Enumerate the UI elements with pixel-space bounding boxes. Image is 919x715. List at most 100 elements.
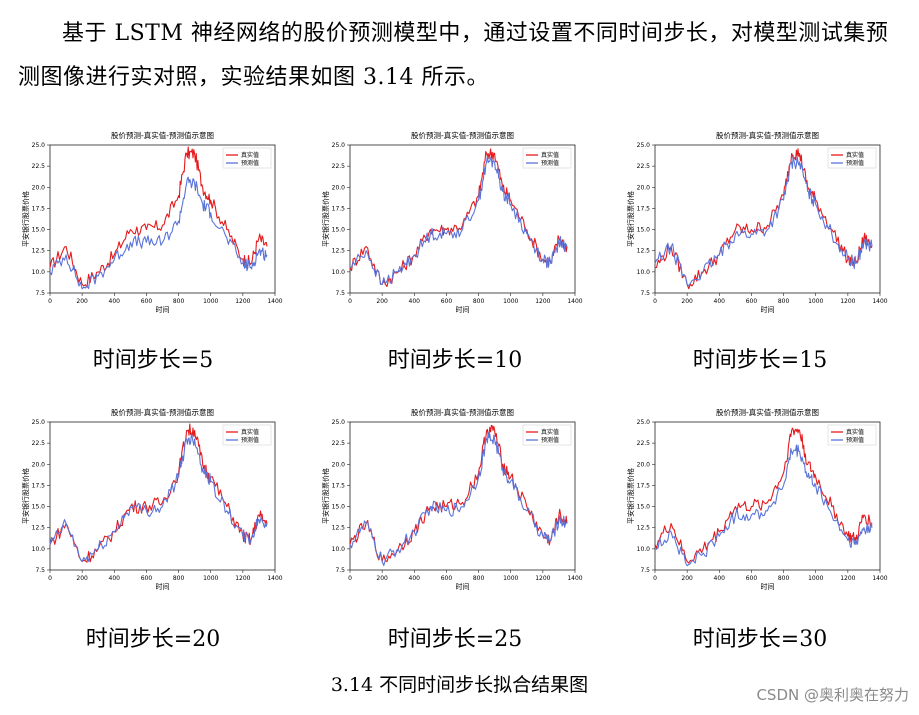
x-tick-label: 600 xyxy=(746,298,758,305)
y-tick-label: 15.0 xyxy=(32,227,46,234)
plot-frame xyxy=(349,421,576,571)
chart-step-15: 股价预测-真实值-预测值示意图 0 200 400 600 800 1000 1200 1400… xyxy=(625,125,895,325)
x-tick-label: 600 xyxy=(141,575,153,582)
y-axis-label: 平安银行股票价格 xyxy=(321,191,330,247)
y-tick-label: 15.0 xyxy=(332,504,346,511)
legend-label: 真实值 xyxy=(846,428,864,436)
y-tick-label: 12.5 xyxy=(637,248,651,255)
x-axis-label: 时间 xyxy=(761,582,775,591)
y-axis-label: 平安银行股票价格 xyxy=(321,468,330,524)
x-tick-label: 400 xyxy=(409,575,421,582)
x-tick-label: 1400 xyxy=(267,575,282,582)
y-axis-label: 平安银行股票价格 xyxy=(626,468,635,524)
x-tick-label: 1000 xyxy=(203,298,218,305)
y-tick-label: 10.0 xyxy=(32,269,46,276)
y-tick-label: 15.0 xyxy=(332,227,346,234)
y-tick-label: 20.0 xyxy=(32,461,46,468)
series-line-predicted xyxy=(49,176,268,290)
y-tick-label: 22.5 xyxy=(637,163,651,170)
x-tick-label: 400 xyxy=(714,298,726,305)
series-line-predicted xyxy=(349,431,568,567)
y-tick-label: 22.5 xyxy=(332,163,346,170)
y-axis-label: 平安银行股票价格 xyxy=(21,191,30,247)
x-tick-label: 0 xyxy=(653,298,657,305)
legend-label: 真实值 xyxy=(241,151,259,159)
plot-frame xyxy=(349,144,576,294)
y-tick-label: 20.0 xyxy=(332,461,346,468)
y-tick-label: 17.5 xyxy=(32,205,46,212)
x-tick-label: 0 xyxy=(348,575,352,582)
y-tick-label: 10.0 xyxy=(637,546,651,553)
plot-frame xyxy=(654,421,881,571)
series-line-predicted xyxy=(654,155,873,287)
y-tick-label: 12.5 xyxy=(32,248,46,255)
chart-step-25: 股价预测-真实值-预测值示意图 0 200 400 600 800 1000 1200 1400… xyxy=(320,402,590,602)
x-tick-label: 800 xyxy=(173,298,185,305)
x-tick-label: 200 xyxy=(76,575,88,582)
y-tick-label: 15.0 xyxy=(637,227,651,234)
y-tick-label: 7.5 xyxy=(35,290,45,297)
y-tick-label: 20.0 xyxy=(637,184,651,191)
y-tick-label: 17.5 xyxy=(637,482,651,489)
body-paragraph: 基于 LSTM 神经网络的股价预测模型中，通过设置不同时间步长，对模型测试集预测… xyxy=(18,12,908,100)
x-tick-label: 600 xyxy=(141,298,153,305)
x-tick-label: 400 xyxy=(714,575,726,582)
plot-frame xyxy=(49,144,276,294)
y-tick-label: 20.0 xyxy=(637,461,651,468)
y-tick-label: 17.5 xyxy=(332,205,346,212)
y-tick-label: 7.5 xyxy=(335,567,345,574)
series-line-real xyxy=(349,148,568,288)
chart-step-20: 股价预测-真实值-预测值示意图 0 200 400 600 800 1000 1200 1400… xyxy=(20,402,290,602)
series-line-predicted xyxy=(349,155,568,286)
plot-frame xyxy=(49,421,276,571)
legend-label: 预测值 xyxy=(241,436,259,444)
x-tick-label: 800 xyxy=(778,298,790,305)
y-tick-label: 17.5 xyxy=(32,482,46,489)
x-tick-label: 0 xyxy=(48,298,52,305)
x-tick-label: 200 xyxy=(681,298,693,305)
legend-label: 预测值 xyxy=(241,159,259,167)
x-tick-label: 1400 xyxy=(872,298,887,305)
x-tick-label: 600 xyxy=(441,575,453,582)
x-tick-label: 1400 xyxy=(567,298,582,305)
chart-title: 股价预测-真实值-预测值示意图 xyxy=(411,407,514,417)
x-tick-label: 1200 xyxy=(535,575,550,582)
x-tick-label: 1000 xyxy=(503,575,518,582)
y-tick-label: 10.0 xyxy=(32,546,46,553)
legend-label: 真实值 xyxy=(541,428,559,436)
x-tick-label: 1200 xyxy=(840,298,855,305)
chart-title: 股价预测-真实值-预测值示意图 xyxy=(111,130,214,140)
series-line-real xyxy=(654,427,873,564)
legend-label: 真实值 xyxy=(846,151,864,159)
chart-title: 股价预测-真实值-预测值示意图 xyxy=(716,130,819,140)
x-tick-label: 0 xyxy=(348,298,352,305)
y-axis-label: 平安银行股票价格 xyxy=(21,468,30,524)
y-tick-label: 25.0 xyxy=(637,419,651,426)
chart-title: 股价预测-真实值-预测值示意图 xyxy=(411,130,514,140)
series-line-real xyxy=(349,424,568,563)
chart-step-10: 股价预测-真实值-预测值示意图 0 200 400 600 800 1000 1200 1400… xyxy=(320,125,590,325)
y-tick-label: 22.5 xyxy=(32,440,46,447)
x-tick-label: 800 xyxy=(173,575,185,582)
x-axis-label: 时间 xyxy=(156,305,170,314)
series-line-predicted xyxy=(654,444,873,567)
legend-label: 预测值 xyxy=(846,436,864,444)
legend-label: 真实值 xyxy=(541,151,559,159)
legend-label: 预测值 xyxy=(541,436,559,444)
y-tick-label: 20.0 xyxy=(332,184,346,191)
x-tick-label: 200 xyxy=(376,298,388,305)
x-tick-label: 1400 xyxy=(267,298,282,305)
series-line-real xyxy=(654,148,873,290)
y-tick-label: 25.0 xyxy=(32,142,46,149)
x-tick-label: 0 xyxy=(653,575,657,582)
y-tick-label: 22.5 xyxy=(332,440,346,447)
x-tick-label: 800 xyxy=(778,575,790,582)
chart-step-30: 股价预测-真实值-预测值示意图 0 200 400 600 800 1000 1200 1400… xyxy=(625,402,895,602)
x-axis-label: 时间 xyxy=(456,582,470,591)
x-tick-label: 600 xyxy=(746,575,758,582)
x-axis-label: 时间 xyxy=(156,582,170,591)
x-tick-label: 1400 xyxy=(567,575,582,582)
subcaption-step-30: 时间步长=30 xyxy=(692,627,828,652)
y-tick-label: 12.5 xyxy=(637,525,651,532)
x-tick-label: 200 xyxy=(376,575,388,582)
